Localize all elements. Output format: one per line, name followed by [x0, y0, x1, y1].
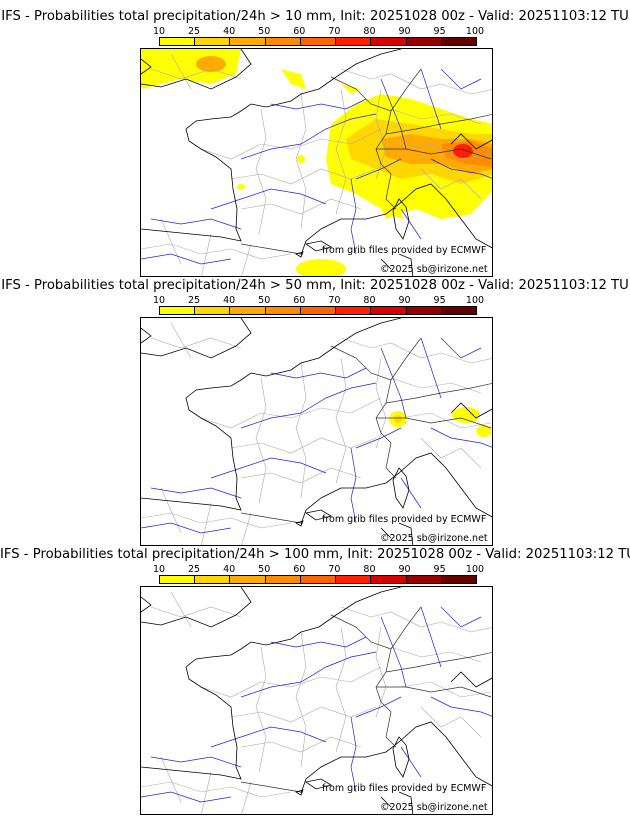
tick: 50 — [258, 26, 271, 37]
colorbar-swatch — [336, 307, 372, 314]
precip-field — [389, 407, 492, 437]
tick: 60 — [293, 564, 306, 575]
panel-100mm: IFS - Probabilities total precipitation/… — [0, 538, 630, 815]
map — [140, 317, 493, 546]
tick: 100 — [465, 295, 485, 306]
source-credit: from grib files provided by ECMWF — [322, 514, 487, 525]
tick: 40 — [223, 295, 236, 306]
source-credit: from grib files provided by ECMWF — [322, 783, 487, 794]
tick: 90 — [398, 564, 411, 575]
tick: 25 — [188, 295, 201, 306]
colorbar — [159, 37, 477, 46]
map — [140, 48, 493, 277]
tick: 100 — [465, 564, 485, 575]
tick: 80 — [363, 26, 376, 37]
colorbar-swatch — [160, 38, 196, 45]
tick: 95 — [433, 564, 446, 575]
colorbar-swatch — [300, 307, 337, 314]
colorbar-swatch — [195, 307, 231, 314]
map — [140, 586, 493, 815]
colorbar — [159, 306, 477, 315]
colorbar-swatch — [160, 576, 196, 583]
tick: 25 — [188, 564, 201, 575]
colorbar-ticks: 10 25 40 50 60 70 80 90 95 100 — [153, 295, 484, 306]
tick: 100 — [465, 26, 485, 37]
tick: 10 — [152, 26, 166, 37]
colorbar-swatch — [265, 38, 301, 45]
tick: 60 — [293, 295, 306, 306]
panel-title: IFS - Probabilities total precipitation/… — [1, 9, 629, 24]
tick: 80 — [363, 295, 376, 306]
basemap — [141, 587, 493, 815]
colorbar-swatch — [230, 307, 266, 314]
tick: 90 — [398, 26, 411, 37]
colorbar-swatch — [406, 576, 442, 583]
panel-title: IFS - Probabilities total precipitation/… — [0, 547, 630, 562]
tick: 40 — [223, 26, 236, 37]
colorbar-swatch — [300, 576, 337, 583]
colorbar-swatch — [371, 38, 407, 45]
colorbar-swatch — [195, 576, 231, 583]
tick: 70 — [328, 295, 341, 306]
colorbar-swatch — [265, 576, 301, 583]
colorbar-swatch — [441, 307, 476, 314]
basemap — [141, 318, 493, 546]
colorbar-ticks: 10 25 40 50 60 70 80 90 95 100 — [153, 26, 484, 37]
panel-50mm: IFS - Probabilities total precipitation/… — [0, 269, 630, 546]
copyright: ©2025 sb@irizone.net — [380, 264, 488, 275]
colorbar-swatch — [441, 576, 476, 583]
colorbar-swatch — [230, 38, 266, 45]
colorbar-swatch — [336, 38, 372, 45]
tick: 40 — [223, 564, 236, 575]
tick: 95 — [433, 295, 446, 306]
copyright: ©2025 sb@irizone.net — [380, 802, 488, 813]
colorbar-swatch — [371, 307, 407, 314]
tick: 25 — [188, 26, 201, 37]
colorbar-swatch — [371, 576, 407, 583]
tick: 60 — [293, 26, 306, 37]
colorbar-swatch — [160, 307, 196, 314]
colorbar-swatch — [265, 307, 301, 314]
colorbar-swatch — [300, 38, 337, 45]
panel-title: IFS - Probabilities total precipitation/… — [1, 278, 629, 293]
copyright: ©2025 sb@irizone.net — [380, 533, 488, 544]
precip-field — [141, 49, 492, 276]
tick: 70 — [328, 564, 341, 575]
tick: 80 — [363, 564, 376, 575]
tick: 10 — [152, 295, 166, 306]
tick: 10 — [152, 564, 166, 575]
colorbar-swatch — [406, 307, 442, 314]
colorbar-ticks: 10 25 40 50 60 70 80 90 95 100 — [153, 564, 484, 575]
colorbar — [159, 575, 477, 584]
colorbar-swatch — [406, 38, 442, 45]
tick: 70 — [328, 26, 341, 37]
colorbar-swatch — [230, 576, 266, 583]
colorbar-swatch — [441, 38, 476, 45]
tick: 90 — [398, 295, 411, 306]
source-credit: from grib files provided by ECMWF — [322, 245, 487, 256]
panel-10mm: IFS - Probabilities total precipitation/… — [0, 0, 630, 277]
tick: 50 — [258, 564, 271, 575]
tick: 50 — [258, 295, 271, 306]
colorbar-swatch — [195, 38, 231, 45]
colorbar-swatch — [336, 576, 372, 583]
tick: 95 — [433, 26, 446, 37]
